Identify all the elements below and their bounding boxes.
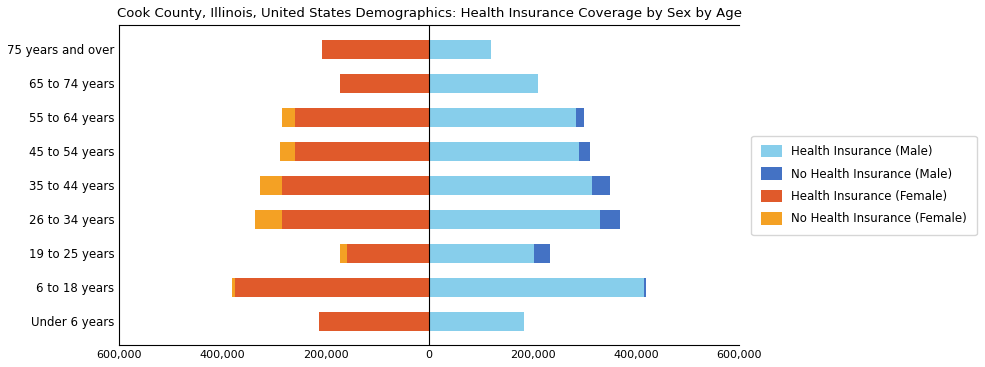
Bar xyxy=(282,176,429,195)
Bar xyxy=(429,142,579,161)
Bar xyxy=(347,244,429,263)
Bar xyxy=(579,142,590,161)
Bar xyxy=(429,108,576,127)
Bar xyxy=(322,40,429,58)
Bar xyxy=(429,244,534,263)
Bar xyxy=(260,176,282,195)
Bar xyxy=(235,278,429,297)
Bar xyxy=(643,278,646,297)
Bar xyxy=(429,210,600,229)
Title: Cook County, Illinois, United States Demographics: Health Insurance Coverage by : Cook County, Illinois, United States Dem… xyxy=(116,7,742,20)
Bar xyxy=(231,278,235,297)
Bar xyxy=(281,142,295,161)
Bar xyxy=(429,74,538,92)
Bar xyxy=(255,210,282,229)
Legend: Health Insurance (Male), No Health Insurance (Male), Health Insurance (Female), : Health Insurance (Male), No Health Insur… xyxy=(752,135,976,235)
Bar xyxy=(319,312,429,331)
Bar xyxy=(295,142,429,161)
Bar xyxy=(429,312,524,331)
Bar xyxy=(592,176,610,195)
Bar xyxy=(576,108,584,127)
Bar xyxy=(282,210,429,229)
Bar xyxy=(429,278,643,297)
Bar xyxy=(295,108,429,127)
Bar xyxy=(340,74,429,92)
Bar xyxy=(534,244,550,263)
Bar xyxy=(340,244,347,263)
Bar xyxy=(429,176,592,195)
Bar xyxy=(282,108,295,127)
Bar xyxy=(429,40,492,58)
Bar xyxy=(600,210,621,229)
